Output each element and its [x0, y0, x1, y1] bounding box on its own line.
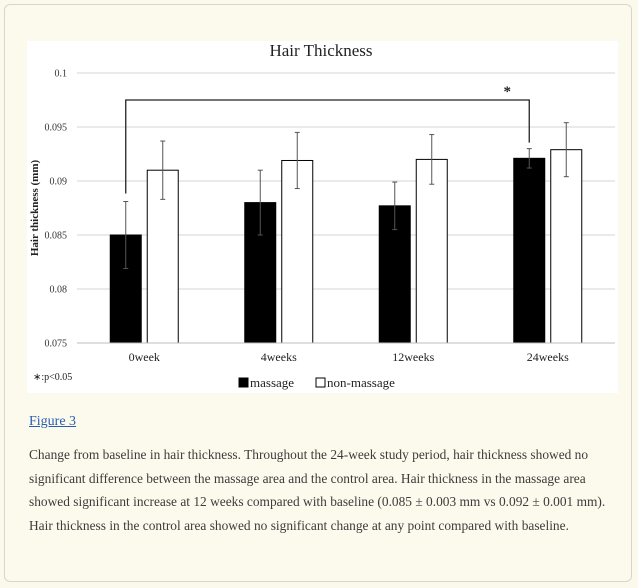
legend-label-massage: massage — [250, 375, 294, 390]
figure-caption: Change from baseline in hair thickness. … — [29, 447, 606, 533]
x-tick-label: 4weeks — [261, 350, 297, 364]
x-tick-label: 24weeks — [527, 350, 569, 364]
figure-link[interactable]: Figure 3 — [29, 414, 77, 429]
figure-card: Hair Thickness 0.075 0.08 0.085 0.09 0.095 0.1… — [4, 4, 632, 582]
bar-non-massage — [281, 159, 314, 344]
significance-marker: * — [504, 84, 512, 100]
hair-thickness-chart: Hair Thickness 0.075 0.08 0.085 0.09 0.095 0.1… — [29, 41, 615, 390]
y-tick-label: 0.09 — [50, 177, 68, 188]
chart-title: Hair Thickness — [269, 41, 372, 60]
y-tick-label: 0.085 — [45, 231, 68, 242]
legend-swatch-massage — [238, 377, 249, 388]
y-tick-label: 0.08 — [50, 285, 68, 296]
chart-panel: Hair Thickness 0.075 0.08 0.085 0.09 0.095 0.1… — [27, 41, 618, 393]
x-tick-label: 12weeks — [392, 350, 434, 364]
y-tick-label: 0.075 — [45, 339, 68, 350]
bar-non-massage — [550, 149, 583, 344]
y-tick-label: 0.1 — [55, 69, 68, 80]
significance-bracket — [125, 99, 530, 194]
bar-non-massage — [415, 158, 448, 344]
p-value-note: ∗:p<0.05 — [33, 372, 72, 383]
y-tick-label: 0.095 — [45, 123, 68, 134]
bar-massage — [513, 157, 546, 344]
x-tick-label: 0week — [129, 350, 160, 364]
y-axis-label: Hair thickness (mm) — [29, 159, 41, 256]
legend-label-non-massage: non-massage — [327, 375, 395, 390]
legend-swatch-non-massage — [315, 377, 326, 388]
